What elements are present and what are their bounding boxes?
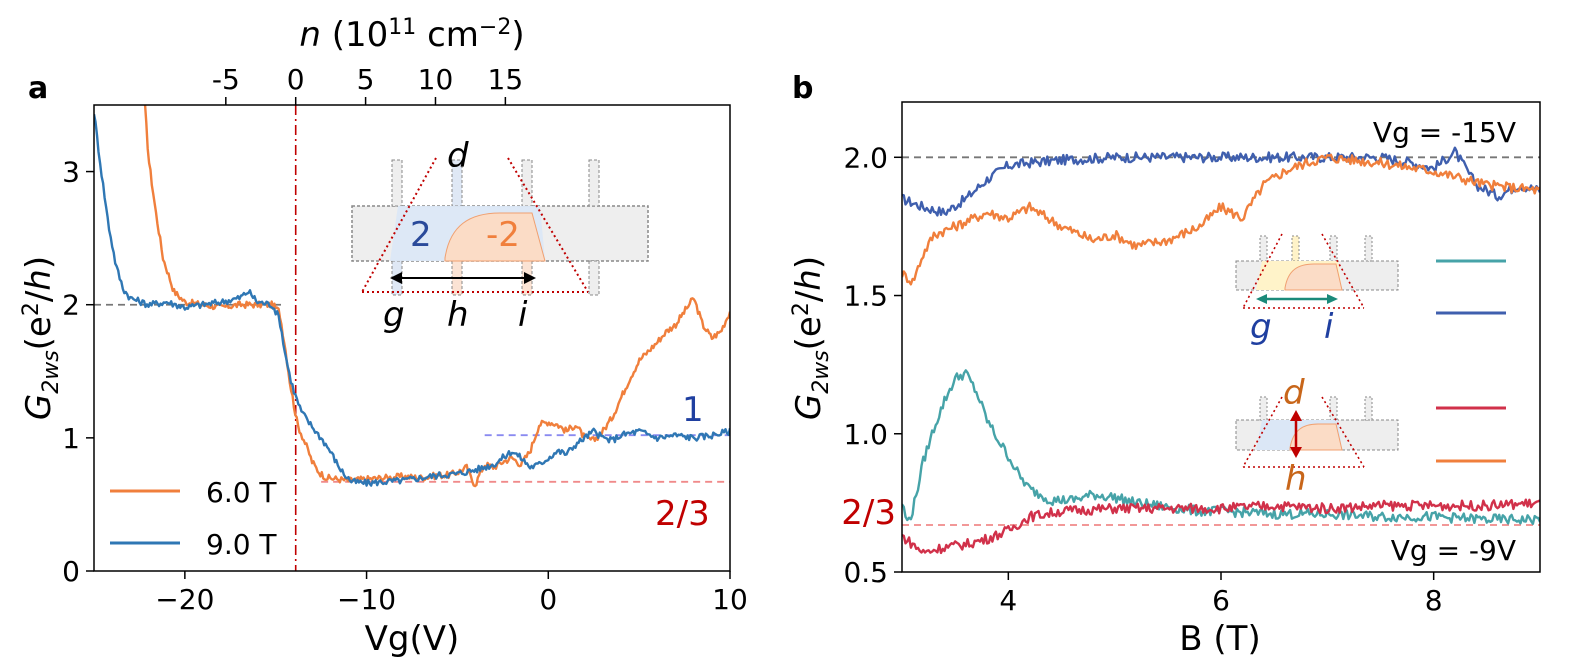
panel-a-top-xlabel: n (1011 cm−2) xyxy=(299,15,524,55)
y-tick-label: 1.5 xyxy=(843,280,888,313)
top-tick-label: 0 xyxy=(287,63,305,96)
legend-label-9T: 9.0 T xyxy=(206,528,277,561)
y-tick-label: 0.5 xyxy=(843,556,888,589)
top-tick-label: -5 xyxy=(212,63,240,96)
y-tick-label: 2.0 xyxy=(843,141,888,174)
panel-b-axes: 4 6 8 0.5 1.0 1.5 2.0 xyxy=(843,141,1442,617)
y-tick-label: 3 xyxy=(62,156,80,189)
series-line-trace-3 xyxy=(902,498,1540,555)
panel-a-reference-lines xyxy=(94,105,730,571)
panel-b-label: b xyxy=(792,71,813,106)
contact-d-label-b: d xyxy=(1283,373,1305,413)
contact-h-label-b: h xyxy=(1285,459,1307,499)
panel-b-inset-d-h: d h xyxy=(1235,373,1399,499)
panel-a-legend: 6.0 T 9.0 T xyxy=(110,476,277,561)
level-1-label: 1 xyxy=(682,390,704,430)
panel-b: b g i xyxy=(789,71,1541,659)
y-tick-label: 1 xyxy=(62,422,80,455)
series-line-trace-2 xyxy=(902,369,1540,525)
contact-i-label-b: i xyxy=(1324,307,1334,347)
top-tick-label: 5 xyxy=(357,63,375,96)
panel-a-ylabel: G2ws(e2/h) xyxy=(19,256,64,420)
region-right-label: -2 xyxy=(486,215,520,255)
series-line-trace-1 xyxy=(902,153,1540,286)
series-line-9-0-T xyxy=(94,113,730,487)
contact-h-label: h xyxy=(447,295,469,335)
contact-d-label: d xyxy=(447,136,469,176)
vg-top-label: Vg = -15V xyxy=(1373,116,1516,149)
region-left-label: 2 xyxy=(410,215,432,255)
panel-a: a 2 -2 d g h xyxy=(19,15,748,659)
top-tick-label: 15 xyxy=(488,63,524,96)
panel-a-label: a xyxy=(28,71,48,106)
x-tick-label: 4 xyxy=(999,584,1017,617)
y-tick-label: 1.0 xyxy=(843,418,888,451)
panel-b-series xyxy=(902,146,1540,555)
contact-g-label-b: g xyxy=(1250,307,1272,347)
panel-b-reference-lines xyxy=(902,156,1540,526)
x-tick-label: 8 xyxy=(1425,584,1443,617)
x-tick-label: −10 xyxy=(337,583,396,616)
panel-b-ylabel: G2ws(e2/h) xyxy=(789,256,834,420)
panel-b-xlabel: B (T) xyxy=(1179,619,1260,659)
vg-bottom-label: Vg = -9V xyxy=(1391,534,1516,567)
series-line-6-0-T xyxy=(143,105,730,488)
level-2-3-label: 2/3 xyxy=(655,494,710,534)
legend-label-6T: 6.0 T xyxy=(206,476,277,509)
panel-a-device-schematic: 2 -2 d g h i xyxy=(351,136,649,335)
series-line-trace-0 xyxy=(902,146,1540,217)
y-tick-label: 2 xyxy=(62,289,80,322)
panel-a-axes: −20 −10 0 10 0 1 2 3 -5 0 5 10 15 xyxy=(62,63,748,616)
top-tick-label: 10 xyxy=(418,63,454,96)
panel-b-legend xyxy=(1436,259,1506,463)
panel-a-frame xyxy=(93,104,731,572)
x-tick-label: 6 xyxy=(1212,584,1230,617)
panel-b-inset-g-i: g i xyxy=(1235,233,1399,347)
x-tick-label: 0 xyxy=(539,583,557,616)
panel-a-xlabel: Vg(V) xyxy=(365,619,460,659)
contact-g-label: g xyxy=(383,295,405,335)
y-tick-label: 0 xyxy=(62,555,80,588)
panel-a-series xyxy=(94,105,730,488)
contact-i-label: i xyxy=(518,295,528,335)
level-2-3-label-b: 2/3 xyxy=(841,493,896,533)
x-tick-label: 10 xyxy=(712,583,748,616)
x-tick-label: −20 xyxy=(155,583,214,616)
